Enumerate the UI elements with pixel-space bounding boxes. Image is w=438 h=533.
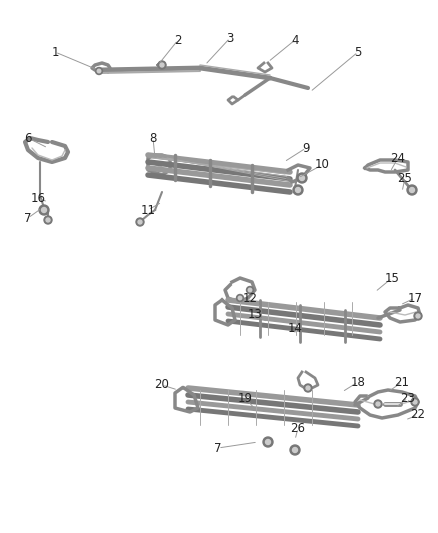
Circle shape xyxy=(247,287,254,294)
Text: 9: 9 xyxy=(302,141,310,155)
Circle shape xyxy=(306,386,310,390)
Text: 26: 26 xyxy=(290,422,305,434)
Circle shape xyxy=(304,384,312,392)
Circle shape xyxy=(97,69,101,72)
Text: 25: 25 xyxy=(398,172,413,184)
Text: 17: 17 xyxy=(407,292,423,304)
Circle shape xyxy=(158,61,166,69)
Circle shape xyxy=(407,185,417,195)
Circle shape xyxy=(290,445,300,455)
Circle shape xyxy=(44,216,52,224)
Circle shape xyxy=(411,398,419,406)
Text: 10: 10 xyxy=(314,158,329,172)
Circle shape xyxy=(42,207,46,213)
Text: 24: 24 xyxy=(391,151,406,165)
Text: 21: 21 xyxy=(395,376,410,389)
Circle shape xyxy=(376,402,380,406)
Text: 23: 23 xyxy=(401,392,415,405)
Circle shape xyxy=(413,400,417,404)
Text: 7: 7 xyxy=(24,212,32,224)
Text: 5: 5 xyxy=(354,45,362,59)
Circle shape xyxy=(293,185,303,195)
Text: 7: 7 xyxy=(214,441,222,455)
Text: 11: 11 xyxy=(141,204,155,216)
Text: 13: 13 xyxy=(247,309,262,321)
Text: 19: 19 xyxy=(237,392,252,405)
Circle shape xyxy=(416,314,420,318)
Circle shape xyxy=(46,218,50,222)
Circle shape xyxy=(136,218,144,226)
Text: 16: 16 xyxy=(31,191,46,205)
Text: 8: 8 xyxy=(149,132,157,144)
Text: 6: 6 xyxy=(24,132,32,144)
Circle shape xyxy=(248,288,252,292)
Circle shape xyxy=(414,312,422,320)
Circle shape xyxy=(297,173,307,183)
Circle shape xyxy=(263,437,273,447)
Circle shape xyxy=(410,188,414,192)
Circle shape xyxy=(138,220,142,224)
Circle shape xyxy=(160,63,164,67)
Text: 20: 20 xyxy=(155,378,170,392)
Text: 12: 12 xyxy=(243,292,258,304)
Text: 15: 15 xyxy=(385,271,399,285)
Circle shape xyxy=(237,295,244,302)
Circle shape xyxy=(293,448,297,453)
Text: 1: 1 xyxy=(51,45,59,59)
Text: 22: 22 xyxy=(410,408,425,422)
Text: 4: 4 xyxy=(291,34,299,46)
Circle shape xyxy=(265,440,271,445)
Circle shape xyxy=(296,188,300,192)
Circle shape xyxy=(238,296,242,300)
Text: 2: 2 xyxy=(174,34,182,46)
Circle shape xyxy=(374,400,382,408)
Circle shape xyxy=(39,205,49,215)
Circle shape xyxy=(300,175,304,181)
Text: 3: 3 xyxy=(226,31,234,44)
Circle shape xyxy=(95,68,102,75)
Text: 14: 14 xyxy=(287,321,303,335)
Text: 18: 18 xyxy=(350,376,365,389)
